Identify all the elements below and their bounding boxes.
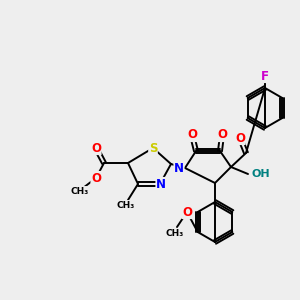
Text: S: S [149,142,157,154]
Text: O: O [182,206,192,218]
Text: N: N [174,161,184,175]
Text: O: O [217,128,227,142]
Text: CH₃: CH₃ [71,187,89,196]
Text: F: F [261,70,269,83]
Text: O: O [187,128,197,142]
Text: CH₃: CH₃ [117,200,135,209]
Text: OH: OH [252,169,271,179]
Text: CH₃: CH₃ [166,229,184,238]
Text: N: N [156,178,166,190]
Text: O: O [91,142,101,154]
Text: O: O [91,172,101,184]
Text: O: O [235,131,245,145]
